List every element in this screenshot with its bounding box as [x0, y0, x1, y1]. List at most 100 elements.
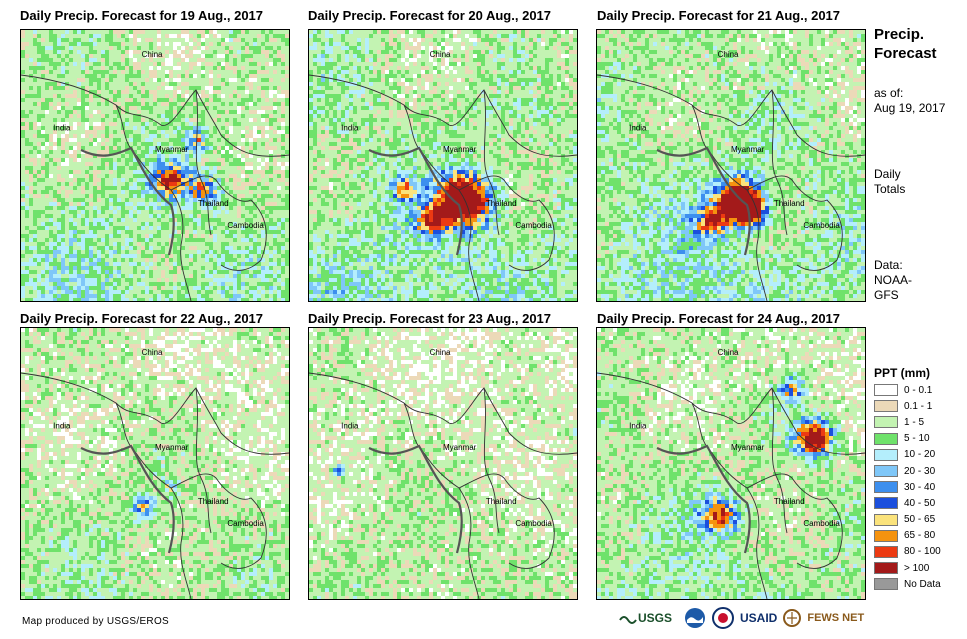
country-borders: [309, 74, 577, 301]
coastline: [368, 146, 463, 256]
legend-swatch: [874, 432, 898, 445]
legend-item: > 100: [874, 560, 941, 576]
country-label-cambodia: Cambodia: [515, 519, 552, 528]
country-label-china: China: [430, 50, 451, 59]
usaid-seal-icon: [712, 607, 734, 629]
legend-label: 5 - 10: [904, 433, 930, 444]
country-label-myanmar: Myanmar: [731, 443, 765, 452]
panel-title-1: Daily Precip. Forecast for 19 Aug., 2017: [20, 8, 263, 23]
coastline: [656, 146, 751, 256]
legend-item: No Data: [874, 576, 941, 592]
data-source: Data: NOAA- GFS: [874, 258, 912, 303]
legend-label: 30 - 40: [904, 482, 935, 493]
legend-item: 80 - 100: [874, 544, 941, 560]
fewsnet-logo-text: FEWS NET: [807, 612, 864, 624]
country-label-china: China: [718, 348, 739, 357]
country-label-thailand: Thailand: [198, 497, 229, 506]
forecast-map-1: China India Myanmar Thailand Cambodia: [20, 29, 290, 302]
legend-swatch: [874, 481, 898, 494]
daily-line: Daily: [874, 167, 905, 182]
country-label-india: India: [53, 421, 71, 430]
legend-label: 0 - 0.1: [904, 385, 932, 396]
country-label-thailand: Thailand: [486, 497, 517, 506]
forecast-map-2: China India Myanmar Thailand Cambodia: [308, 29, 578, 302]
fewsnet-globe-icon: [783, 609, 802, 627]
totals-line: Totals: [874, 182, 905, 197]
usgs-logo-text: USGS: [638, 611, 672, 625]
country-label-cambodia: Cambodia: [227, 221, 264, 230]
country-label-cambodia: Cambodia: [227, 519, 264, 528]
coastline: [656, 444, 751, 554]
panel-title-4: Daily Precip. Forecast for 22 Aug., 2017: [20, 311, 263, 326]
legend-swatch: [874, 416, 898, 429]
country-label-china: China: [142, 348, 163, 357]
data-source-line2: GFS: [874, 288, 912, 303]
country-label-cambodia: Cambodia: [803, 221, 840, 230]
data-label: Data:: [874, 258, 912, 273]
legend-item: 50 - 65: [874, 512, 941, 528]
map-credit: Map produced by USGS/EROS: [22, 616, 169, 627]
panel-title-5: Daily Precip. Forecast for 23 Aug., 2017: [308, 311, 551, 326]
forecast-map-5: China India Myanmar Thailand Cambodia: [308, 327, 578, 600]
legend-item: 5 - 10: [874, 431, 941, 447]
legend-label: 40 - 50: [904, 498, 935, 509]
country-label-myanmar: Myanmar: [443, 145, 477, 154]
country-label-india: India: [341, 421, 359, 430]
forecast-heading-line1: Precip.: [874, 25, 937, 44]
coastline: [80, 444, 175, 554]
country-label-india: India: [629, 123, 647, 132]
legend-swatch: [874, 448, 898, 461]
country-label-myanmar: Myanmar: [155, 443, 189, 452]
precip-raster: China India Myanmar Thailand Cambodia: [309, 328, 577, 599]
as-of-label: as of:: [874, 86, 945, 101]
coastline: [368, 444, 463, 554]
legend-swatch: [874, 400, 898, 413]
country-borders: [309, 372, 577, 599]
legend-label: 0.1 - 1: [904, 401, 932, 412]
legend-title: PPT (mm): [874, 366, 930, 380]
forecast-map-4: China India Myanmar Thailand Cambodia: [20, 327, 290, 600]
country-label-myanmar: Myanmar: [155, 145, 189, 154]
legend-label: 65 - 80: [904, 530, 935, 541]
legend-swatch: [874, 578, 898, 591]
legend-label: 50 - 65: [904, 514, 935, 525]
country-label-india: India: [53, 123, 71, 132]
legend: 0 - 0.1 0.1 - 1 1 - 5 5 - 10 10 - 20 20 - 30 3…: [874, 382, 941, 592]
country-label-thailand: Thailand: [774, 497, 805, 506]
legend-label: No Data: [904, 579, 941, 590]
forecast-map-6: China India Myanmar Thailand Cambodia: [596, 327, 866, 600]
data-source-line1: NOAA-: [874, 273, 912, 288]
legend-swatch: [874, 562, 898, 575]
legend-label: 80 - 100: [904, 546, 941, 557]
usaid-logo-text: USAID: [740, 611, 777, 625]
noaa-logo-icon: [685, 608, 705, 628]
legend-item: 40 - 50: [874, 495, 941, 511]
country-label-thailand: Thailand: [198, 199, 229, 208]
country-label-thailand: Thailand: [486, 199, 517, 208]
country-label-china: China: [718, 50, 739, 59]
country-borders: [21, 372, 289, 599]
country-label-india: India: [341, 123, 359, 132]
forecast-heading-line2: Forecast: [874, 44, 937, 63]
forecast-heading: Precip. Forecast: [874, 25, 937, 63]
legend-item: 0.1 - 1: [874, 398, 941, 414]
legend-item: 20 - 30: [874, 463, 941, 479]
legend-label: 1 - 5: [904, 417, 924, 428]
panel-title-6: Daily Precip. Forecast for 24 Aug., 2017: [597, 311, 840, 326]
country-label-china: China: [142, 50, 163, 59]
precip-raster: China India Myanmar Thailand Cambodia: [597, 328, 865, 599]
legend-item: 0 - 0.1: [874, 382, 941, 398]
coastline: [80, 146, 175, 256]
legend-swatch: [874, 497, 898, 510]
legend-swatch: [874, 513, 898, 526]
usgs-logo: USGS: [618, 608, 676, 626]
legend-item: 1 - 5: [874, 414, 941, 430]
daily-totals-note: Daily Totals: [874, 167, 905, 197]
legend-label: 10 - 20: [904, 449, 935, 460]
country-borders: [597, 74, 865, 301]
legend-item: 65 - 80: [874, 528, 941, 544]
agency-logos: USGS USAID FEWS NET: [618, 606, 864, 630]
country-label-cambodia: Cambodia: [803, 519, 840, 528]
panel-title-2: Daily Precip. Forecast for 20 Aug., 2017: [308, 8, 551, 23]
precip-raster: China India Myanmar Thailand Cambodia: [21, 30, 289, 301]
